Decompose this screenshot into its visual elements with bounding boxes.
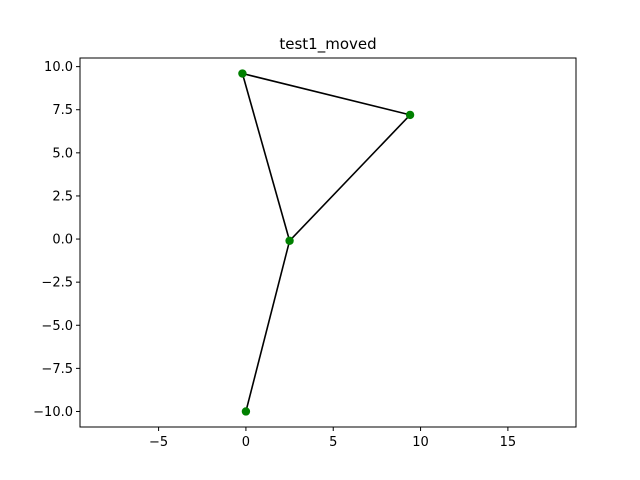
y-tick-label: 2.5 bbox=[52, 189, 73, 204]
y-tick-label: −5.0 bbox=[41, 319, 73, 334]
y-axis: −10.0 −7.5 −5.0 −2.5 0.0 2.5 5.0 7.5 10.0 bbox=[33, 60, 80, 420]
x-tick-label: 15 bbox=[500, 435, 517, 450]
chart-title: test1_moved bbox=[279, 35, 376, 54]
point-marker bbox=[405, 110, 415, 120]
y-tick-label: 5.0 bbox=[52, 146, 73, 161]
x-axis: −5 0 5 10 15 bbox=[149, 427, 516, 450]
edge-line bbox=[242, 72, 411, 116]
edge-line bbox=[245, 240, 291, 412]
x-tick-label: −5 bbox=[149, 435, 168, 450]
x-tick-label: 5 bbox=[329, 435, 337, 450]
y-tick-label: −10.0 bbox=[33, 405, 73, 420]
edge-lines bbox=[241, 72, 411, 412]
point-marker bbox=[238, 69, 247, 78]
y-tick-label: −7.5 bbox=[41, 362, 73, 377]
point-markers bbox=[238, 69, 415, 416]
y-tick-label: 10.0 bbox=[44, 60, 73, 75]
point-marker bbox=[241, 407, 251, 416]
x-tick-label: 0 bbox=[242, 435, 250, 450]
edge-line bbox=[241, 73, 291, 241]
plot-frame bbox=[79, 57, 577, 428]
y-tick-label: 0.0 bbox=[52, 233, 73, 248]
x-tick-label: 10 bbox=[412, 435, 429, 450]
y-tick-label: 7.5 bbox=[52, 103, 73, 118]
edge-line bbox=[288, 114, 411, 242]
y-tick-label: −2.5 bbox=[41, 276, 73, 291]
point-marker bbox=[285, 236, 294, 245]
